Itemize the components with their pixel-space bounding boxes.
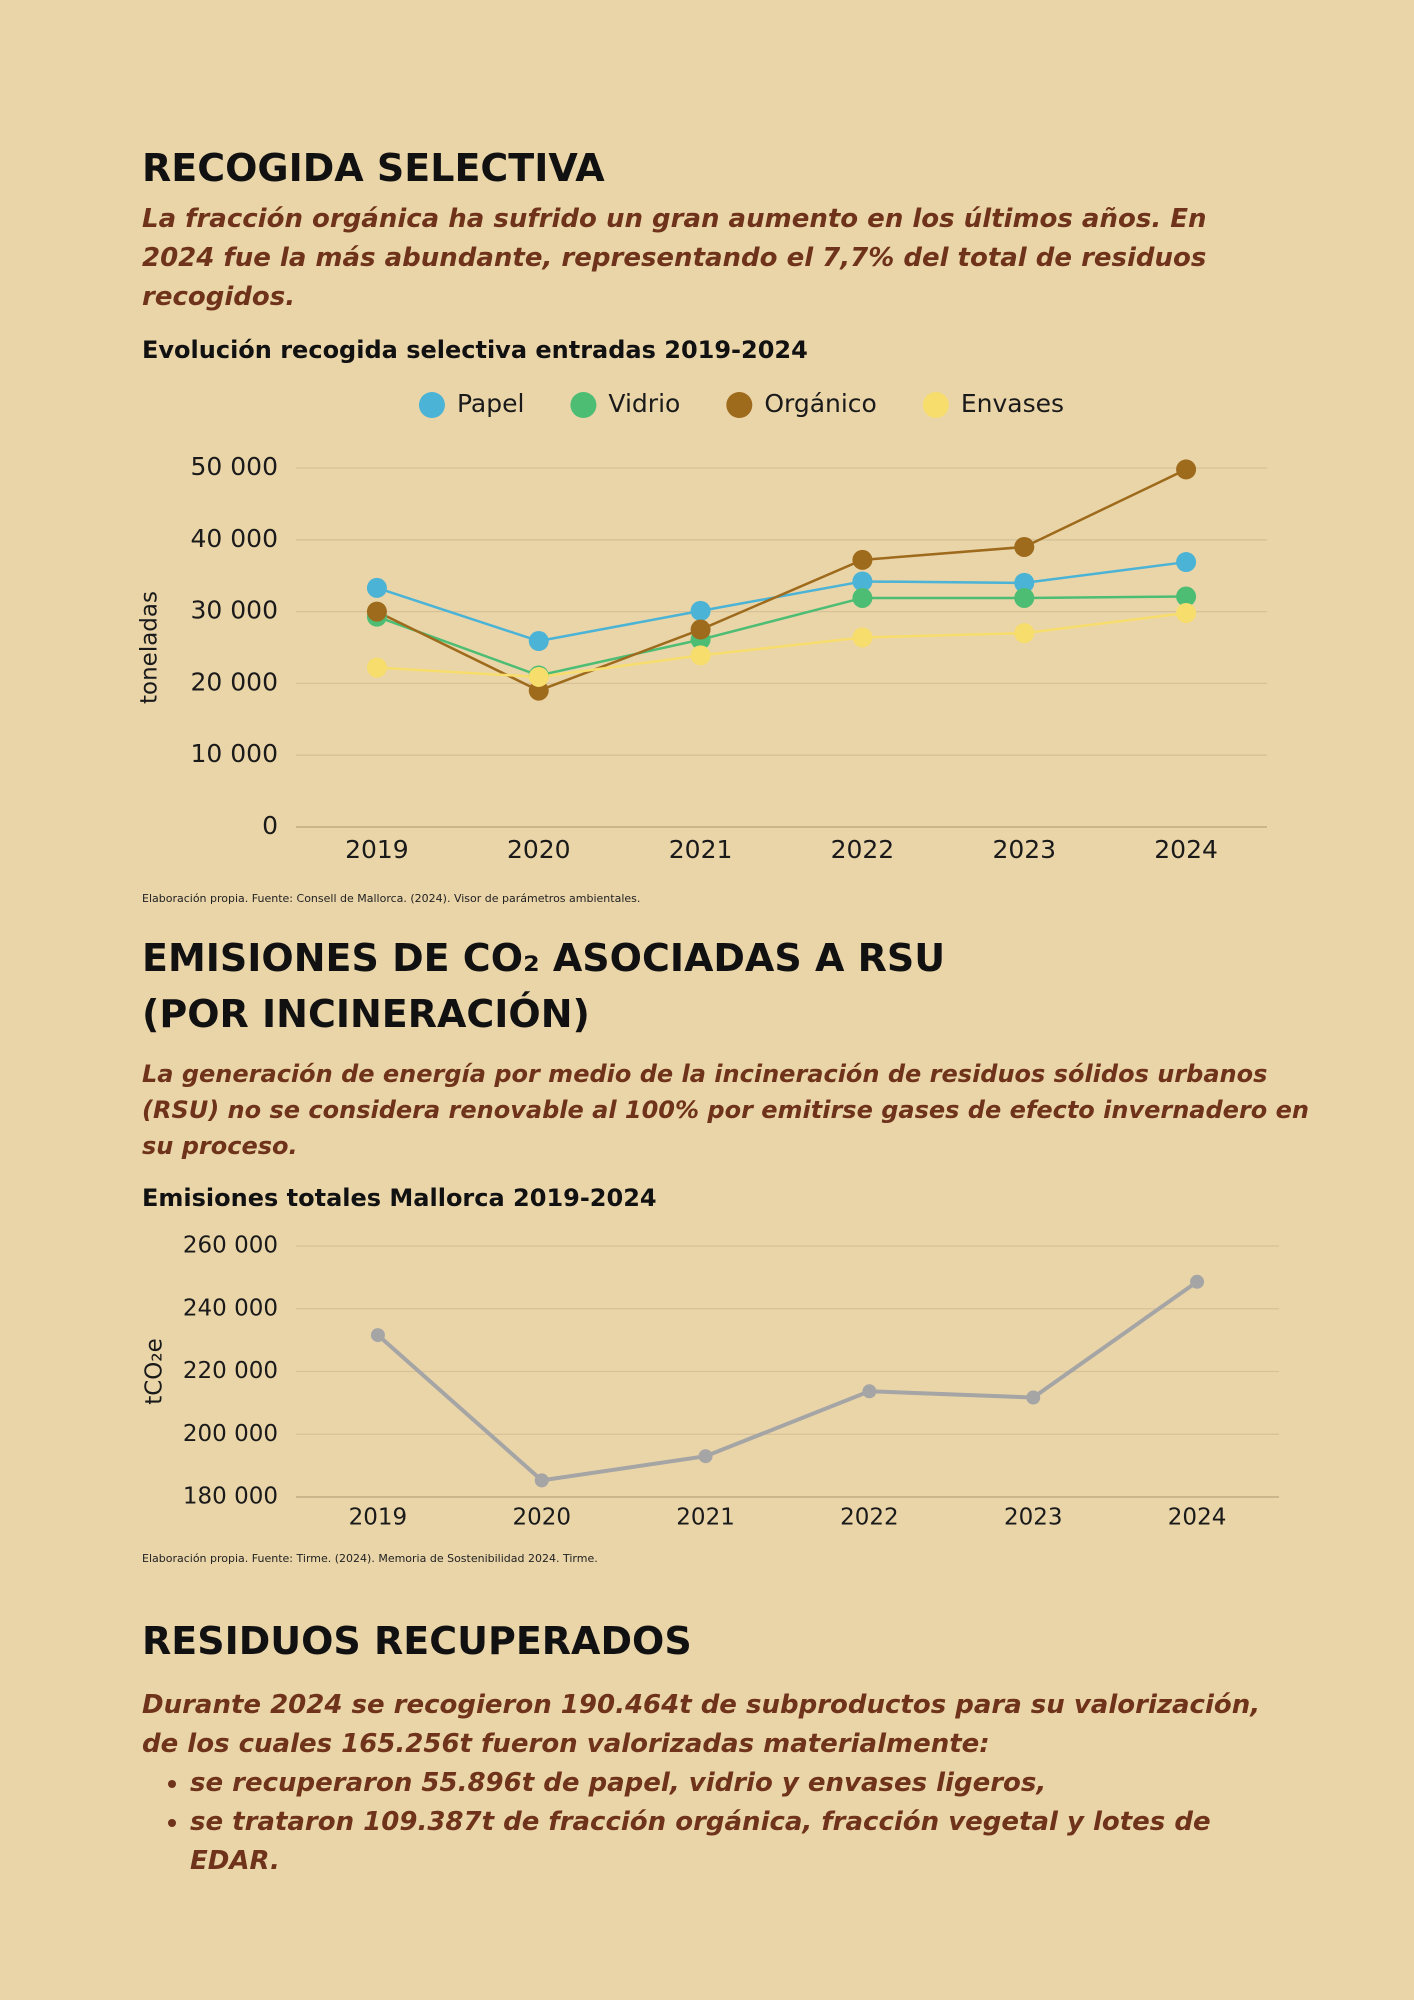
y-tick-label: 220 000 xyxy=(183,1358,278,1384)
y-tick-label: 180 000 xyxy=(183,1484,278,1510)
y-axis-label: tCO₂e xyxy=(142,1338,168,1405)
y-tick-label: 40 000 xyxy=(191,524,278,553)
legend-marker xyxy=(922,392,949,418)
source: Elaboración propia. Fuente: Tirme. (2024… xyxy=(142,1552,598,1565)
x-tick-label: 2022 xyxy=(831,835,895,864)
legend-marker xyxy=(570,392,597,418)
data-point xyxy=(370,1328,385,1343)
source: Elaboración propia. Fuente: Consell de M… xyxy=(142,892,641,905)
data-point xyxy=(852,571,873,592)
data-point xyxy=(528,631,549,652)
x-tick-label: 2024 xyxy=(1168,1505,1227,1531)
y-tick-label: 30 000 xyxy=(191,596,278,625)
data-point xyxy=(852,587,873,608)
lead: Durante 2024 se recogieron 190.464t de s… xyxy=(142,1690,1261,1759)
x-tick-label: 2023 xyxy=(1004,1505,1063,1531)
bullet-list: se recuperaron 55.896t de papel, vidrio … xyxy=(142,1764,1262,1881)
data-point xyxy=(1190,1274,1205,1289)
x-tick-label: 2020 xyxy=(512,1505,571,1531)
data-point xyxy=(1014,623,1035,644)
x-tick-label: 2023 xyxy=(992,835,1056,864)
x-tick-label: 2019 xyxy=(349,1505,408,1531)
section-title: EMISIONES DE CO₂ ASOCIADAS A RSU (POR IN… xyxy=(142,936,946,1036)
legend-label: Papel xyxy=(457,389,524,418)
y-tick-label: 10 000 xyxy=(191,739,278,768)
data-point xyxy=(1176,586,1197,607)
y-tick-label: 50 000 xyxy=(191,452,278,481)
data-point xyxy=(1176,552,1197,573)
data-point xyxy=(852,549,873,570)
data-point xyxy=(690,600,711,621)
data-point xyxy=(528,666,549,687)
section-title: RECOGIDA SELECTIVA xyxy=(142,146,605,190)
y-axis-label: toneladas xyxy=(137,591,163,704)
series-line xyxy=(376,1280,1199,1483)
data-point xyxy=(534,1473,549,1488)
y-tick-label: 0 xyxy=(262,811,278,840)
x-tick-label: 2019 xyxy=(345,835,409,864)
series-line xyxy=(376,468,1187,692)
bullet: se recuperaron 55.896t de papel, vidrio … xyxy=(190,1764,1262,1803)
x-tick-label: 2024 xyxy=(1154,835,1218,864)
lead-block: Durante 2024 se recogieron 190.464t de s… xyxy=(142,1686,1262,1881)
data-point xyxy=(690,645,711,666)
y-tick-label: 200 000 xyxy=(183,1421,278,1447)
data-point xyxy=(862,1384,877,1399)
data-point xyxy=(366,601,387,622)
y-tick-label: 260 000 xyxy=(183,1233,278,1259)
bullet: se trataron 109.387t de fracción orgánic… xyxy=(190,1803,1262,1881)
series-line xyxy=(376,611,1187,679)
x-tick-label: 2022 xyxy=(840,1505,899,1531)
x-tick-label: 2021 xyxy=(676,1505,735,1531)
series-line xyxy=(376,595,1187,677)
legend-label: Vidrio xyxy=(608,389,680,418)
data-point xyxy=(852,627,873,648)
y-tick-label: 240 000 xyxy=(183,1295,278,1321)
x-tick-label: 2020 xyxy=(507,835,571,864)
section-title: RESIDUOS RECUPERADOS xyxy=(142,1619,692,1663)
y-tick-label: 20 000 xyxy=(191,667,278,696)
data-point xyxy=(698,1449,713,1464)
data-point xyxy=(366,577,387,598)
data-point xyxy=(1014,572,1035,593)
legend-label: Envases xyxy=(961,389,1064,418)
data-point xyxy=(1176,603,1197,624)
x-tick-label: 2021 xyxy=(669,835,733,864)
chart-title: Emisiones totales Mallorca 2019-2024 xyxy=(142,1184,657,1212)
data-point xyxy=(1014,536,1035,557)
series-line xyxy=(376,560,1187,643)
data-point xyxy=(1014,587,1035,608)
legend-marker xyxy=(726,392,753,418)
lead: La generación de energía por medio de la… xyxy=(142,1060,1309,1160)
data-point xyxy=(690,619,711,640)
legend-label: Orgánico xyxy=(764,389,877,418)
data-point xyxy=(366,657,387,678)
lead: La fracción orgánica ha sufrido un gran … xyxy=(142,204,1207,312)
legend-marker xyxy=(418,392,445,418)
chart-title: Evolución recogida selectiva entradas 20… xyxy=(142,336,808,364)
data-point xyxy=(1176,459,1197,480)
data-point xyxy=(1026,1390,1041,1405)
